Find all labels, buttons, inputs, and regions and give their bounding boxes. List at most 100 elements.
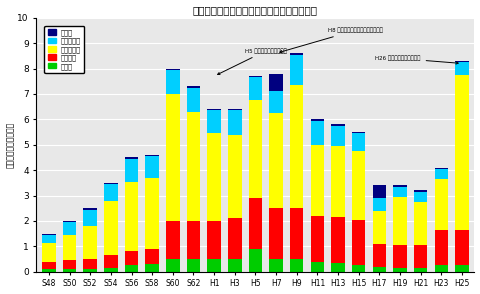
Bar <box>393 268 407 272</box>
Bar <box>166 259 180 272</box>
Bar <box>331 124 345 126</box>
Bar <box>207 259 221 272</box>
Bar <box>435 230 448 265</box>
Bar <box>414 245 428 268</box>
Bar <box>84 210 97 226</box>
Bar <box>187 112 200 221</box>
Bar <box>104 255 118 268</box>
Bar <box>42 234 56 235</box>
Bar <box>125 158 138 159</box>
Bar <box>125 251 138 265</box>
Bar <box>414 191 428 192</box>
Bar <box>290 55 303 85</box>
Bar <box>104 183 118 184</box>
Bar <box>331 126 345 146</box>
Bar <box>125 182 138 251</box>
Bar <box>207 133 221 221</box>
Bar <box>63 260 76 269</box>
Bar <box>269 74 283 91</box>
Bar <box>352 220 365 265</box>
Bar <box>145 156 159 178</box>
Bar <box>125 159 138 182</box>
Bar <box>84 269 97 272</box>
Bar <box>207 221 221 259</box>
Bar <box>311 121 324 145</box>
Bar <box>249 249 262 272</box>
Bar <box>187 88 200 112</box>
Bar <box>63 235 76 260</box>
Bar <box>290 259 303 272</box>
Bar <box>249 77 262 100</box>
Bar <box>63 221 76 222</box>
Bar <box>269 91 283 113</box>
Bar <box>166 70 180 94</box>
Bar <box>331 263 345 272</box>
Title: 国営両総用水施設施設管理費（農林）の推移: 国営両総用水施設施設管理費（農林）の推移 <box>193 6 318 16</box>
Bar <box>456 265 469 272</box>
Bar <box>435 169 448 179</box>
Bar <box>372 186 386 198</box>
Bar <box>145 155 159 156</box>
Bar <box>166 94 180 221</box>
Bar <box>228 111 241 135</box>
Bar <box>42 235 56 243</box>
Bar <box>207 109 221 111</box>
Bar <box>414 268 428 272</box>
Bar <box>63 222 76 235</box>
Bar <box>435 265 448 272</box>
Bar <box>187 86 200 88</box>
Bar <box>372 211 386 244</box>
Bar <box>145 249 159 264</box>
Bar <box>435 179 448 230</box>
Bar <box>456 62 469 75</box>
Bar <box>84 226 97 259</box>
Bar <box>249 198 262 249</box>
Bar <box>331 146 345 217</box>
Bar <box>372 244 386 267</box>
Text: H8 客船水利施設管理運営業務開始: H8 客船水利施設管理運営業務開始 <box>280 28 383 53</box>
Y-axis label: 管理費（単位：億円）: 管理費（単位：億円） <box>6 122 14 168</box>
Bar <box>42 243 56 262</box>
Bar <box>352 132 365 133</box>
Bar <box>42 262 56 269</box>
Bar <box>187 259 200 272</box>
Bar <box>393 197 407 245</box>
Bar <box>311 119 324 121</box>
Bar <box>145 178 159 249</box>
Bar <box>207 111 221 133</box>
Bar <box>352 133 365 151</box>
Bar <box>414 202 428 245</box>
Text: H5 国営更新事業業務開始: H5 国営更新事業業務開始 <box>217 48 287 74</box>
Bar <box>290 53 303 55</box>
Bar <box>352 265 365 272</box>
Bar <box>145 264 159 272</box>
Bar <box>42 269 56 272</box>
Bar <box>125 265 138 272</box>
Bar <box>84 259 97 269</box>
Bar <box>269 113 283 208</box>
Bar <box>311 216 324 262</box>
Bar <box>228 218 241 259</box>
Bar <box>393 187 407 197</box>
Bar <box>311 145 324 216</box>
Bar <box>456 75 469 230</box>
Bar <box>84 208 97 210</box>
Bar <box>290 85 303 208</box>
Bar <box>269 259 283 272</box>
Bar <box>311 262 324 272</box>
Bar <box>456 61 469 62</box>
Legend: 草刈費, 運転管理費, 維持補修費, 電力料金, その他: 草刈費, 運転管理費, 維持補修費, 電力料金, その他 <box>44 26 84 73</box>
Bar <box>456 230 469 265</box>
Bar <box>166 221 180 259</box>
Bar <box>393 186 407 187</box>
Bar <box>414 192 428 202</box>
Bar <box>372 198 386 211</box>
Bar <box>393 245 407 268</box>
Bar <box>187 221 200 259</box>
Bar <box>166 69 180 70</box>
Bar <box>228 259 241 272</box>
Bar <box>290 208 303 259</box>
Bar <box>249 76 262 77</box>
Bar <box>104 184 118 201</box>
Bar <box>331 217 345 263</box>
